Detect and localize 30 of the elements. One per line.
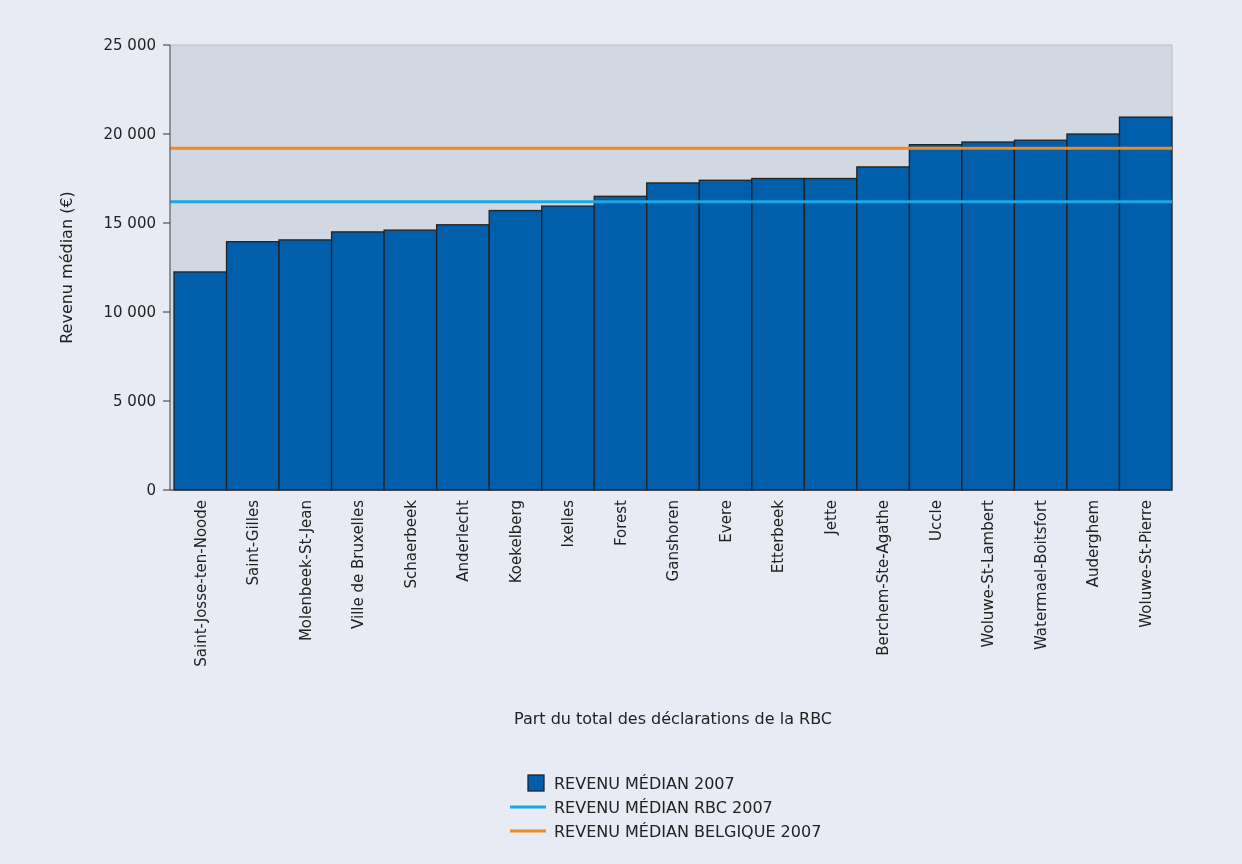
y-tick-label: 20 000	[103, 125, 156, 144]
x-axis-title: Part du total des déclarations de la RBC	[513, 709, 833, 728]
y-axis-title: Revenu médian (€)	[57, 191, 76, 344]
y-tick-label: 15 000	[103, 214, 156, 233]
x-tick-label: Watermael-Boitsfort	[1031, 499, 1050, 650]
x-tick-label: Molenbeek-St-Jean	[296, 500, 315, 642]
x-tick-label: Evere	[716, 500, 735, 543]
x-tick-label: Woluwe-St-Lambert	[979, 499, 998, 648]
x-tick-label: Uccle	[926, 500, 945, 541]
x-tick-label: Ixelles	[559, 499, 578, 548]
x-tick-label: Saint-Gilles	[244, 499, 263, 586]
y-tick-label: 10 000	[103, 303, 156, 322]
x-tick-label: Ville de Bruxelles	[349, 499, 368, 629]
x-tick-label: Schaerbeek	[401, 499, 420, 589]
x-tick-label: Forest	[611, 499, 630, 547]
x-tick-label: Auderghem	[1084, 500, 1103, 588]
x-tick-label: Berchem-Ste-Agathe	[874, 500, 893, 656]
x-tick-label: Woluwe-St-Pierre	[1136, 500, 1155, 628]
legend-label: REVENU MÉDIAN BELGIQUE 2007	[554, 821, 822, 841]
x-tick-label: Jette	[821, 500, 840, 536]
x-tick-label: Saint-Josse-ten-Noode	[191, 500, 210, 667]
y-tick-label: 0	[146, 481, 156, 500]
x-tick-label: Anderlecht	[454, 499, 473, 582]
x-tick-label: Ganshoren	[664, 500, 683, 582]
y-tick-label: 25 000	[103, 36, 156, 55]
x-tick-label: Etterbeek	[769, 499, 788, 574]
y-tick-label: 5 000	[113, 392, 156, 411]
legend-label: REVENU MÉDIAN 2007	[554, 773, 735, 793]
x-tick-label: Koekelberg	[506, 500, 525, 584]
legend-label: REVENU MÉDIAN RBC 2007	[554, 797, 773, 817]
